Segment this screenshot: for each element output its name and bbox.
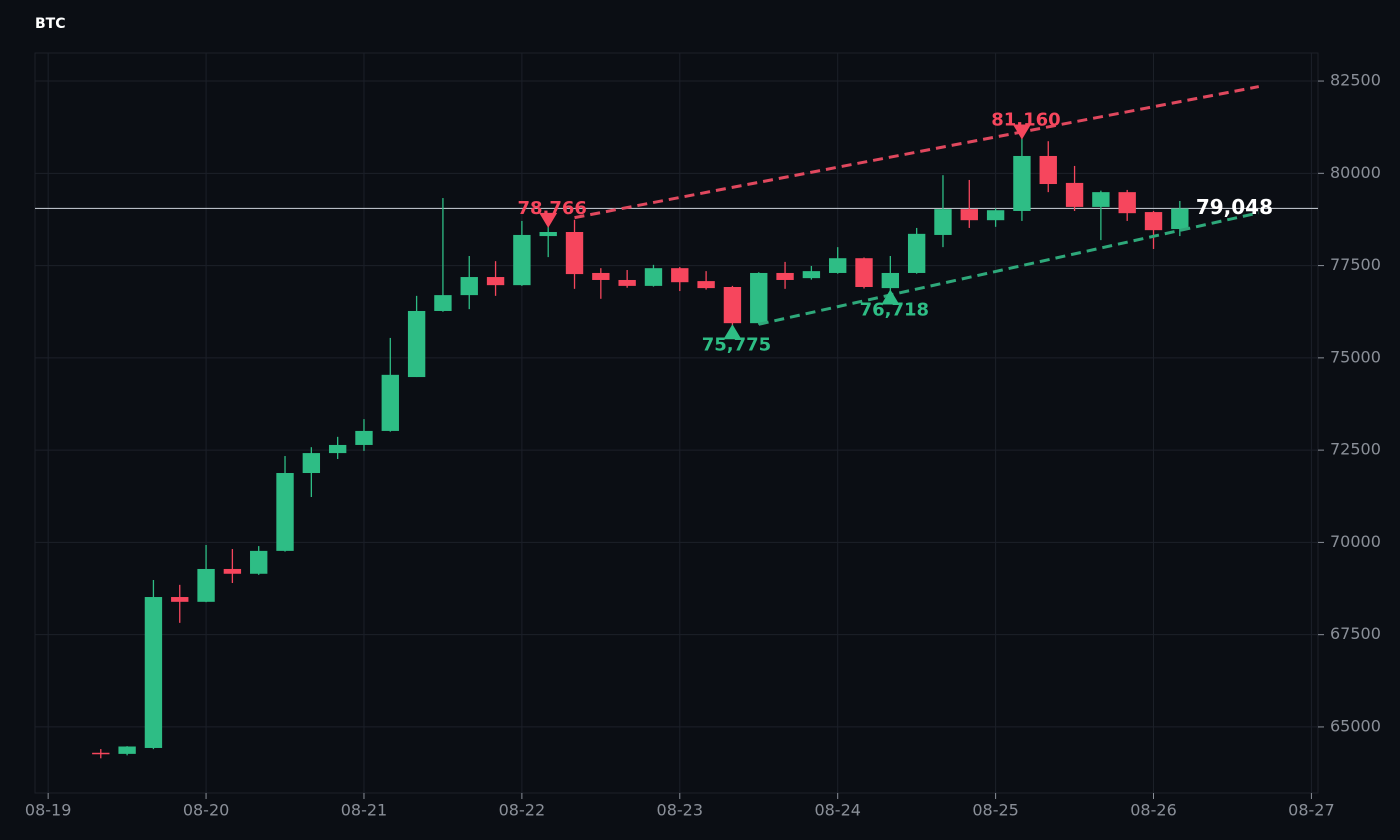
candle-body	[460, 277, 478, 296]
candle-body	[723, 286, 742, 324]
candle-body	[144, 597, 163, 748]
pivot-marker	[1012, 124, 1031, 140]
candle-body	[1039, 155, 1057, 185]
pivot-marker	[881, 289, 900, 305]
candle-body	[618, 279, 636, 286]
x-tick-label: 08-20	[183, 801, 230, 820]
candle-body	[934, 209, 952, 235]
y-tick-label: 65000	[1330, 716, 1381, 735]
y-tick-label: 70000	[1330, 532, 1381, 551]
candle-body	[855, 258, 873, 287]
candle-body	[1013, 155, 1031, 211]
x-tick-label: 08-26	[1130, 801, 1177, 820]
x-tick-label: 08-22	[499, 801, 546, 820]
candle-body	[1144, 212, 1163, 231]
y-tick-label: 75000	[1330, 347, 1381, 366]
candle-body	[697, 281, 715, 289]
candle-body	[118, 746, 136, 754]
x-tick-label: 08-24	[814, 801, 861, 820]
y-tick-label: 67500	[1330, 624, 1381, 643]
chart-title: BTC	[35, 16, 66, 32]
candle-body	[986, 210, 1005, 221]
candle-body	[250, 550, 268, 574]
pivot-label: 75,775	[702, 334, 771, 355]
x-tick-label: 08-19	[25, 801, 72, 820]
plot-frame	[34, 52, 1319, 794]
pivot-marker	[723, 324, 742, 340]
candle-body	[276, 473, 294, 551]
y-tick-label: 77500	[1330, 255, 1381, 274]
candle-body	[592, 272, 610, 280]
pivot-label: 78,766	[517, 198, 586, 219]
x-tick-label: 08-27	[1288, 801, 1335, 820]
trend-line	[574, 85, 1260, 220]
candle-body	[92, 752, 110, 755]
candle-body	[1065, 182, 1084, 207]
candle-body	[486, 277, 505, 286]
candle-body	[960, 209, 978, 221]
pivot-label: 76,718	[860, 299, 929, 320]
candle-body	[1171, 208, 1189, 230]
candle-body	[434, 295, 452, 311]
y-tick-label: 80000	[1330, 163, 1381, 182]
candle-body	[750, 272, 768, 324]
pivot-label: 81,160	[991, 110, 1060, 131]
last-price-label: 79,048	[1196, 195, 1273, 219]
candle-body	[1092, 192, 1110, 207]
y-tick-label: 82500	[1330, 71, 1381, 90]
pivot-marker	[539, 212, 558, 228]
candle-body	[171, 597, 189, 602]
candle-body	[907, 233, 926, 273]
candle-body	[302, 453, 321, 474]
candle-body	[355, 430, 373, 445]
candle-body	[644, 268, 663, 286]
candle-body	[381, 374, 399, 431]
x-tick-label: 08-23	[657, 801, 704, 820]
candle-body	[328, 444, 347, 454]
candle-body	[671, 268, 689, 283]
candle-body	[407, 310, 426, 378]
candle-body	[197, 568, 215, 602]
candle-body	[513, 234, 531, 286]
candle-body	[223, 568, 242, 574]
candle-body	[565, 232, 584, 275]
x-tick-label: 08-21	[341, 801, 388, 820]
x-tick-label: 08-25	[972, 801, 1019, 820]
candle-body	[829, 258, 847, 273]
trend-line	[758, 211, 1260, 326]
candle-body	[802, 271, 821, 279]
y-tick-label: 72500	[1330, 440, 1381, 459]
candle-body	[776, 272, 794, 280]
candle-body	[881, 272, 900, 289]
candle-body	[539, 232, 557, 237]
candle-body	[1118, 192, 1136, 214]
